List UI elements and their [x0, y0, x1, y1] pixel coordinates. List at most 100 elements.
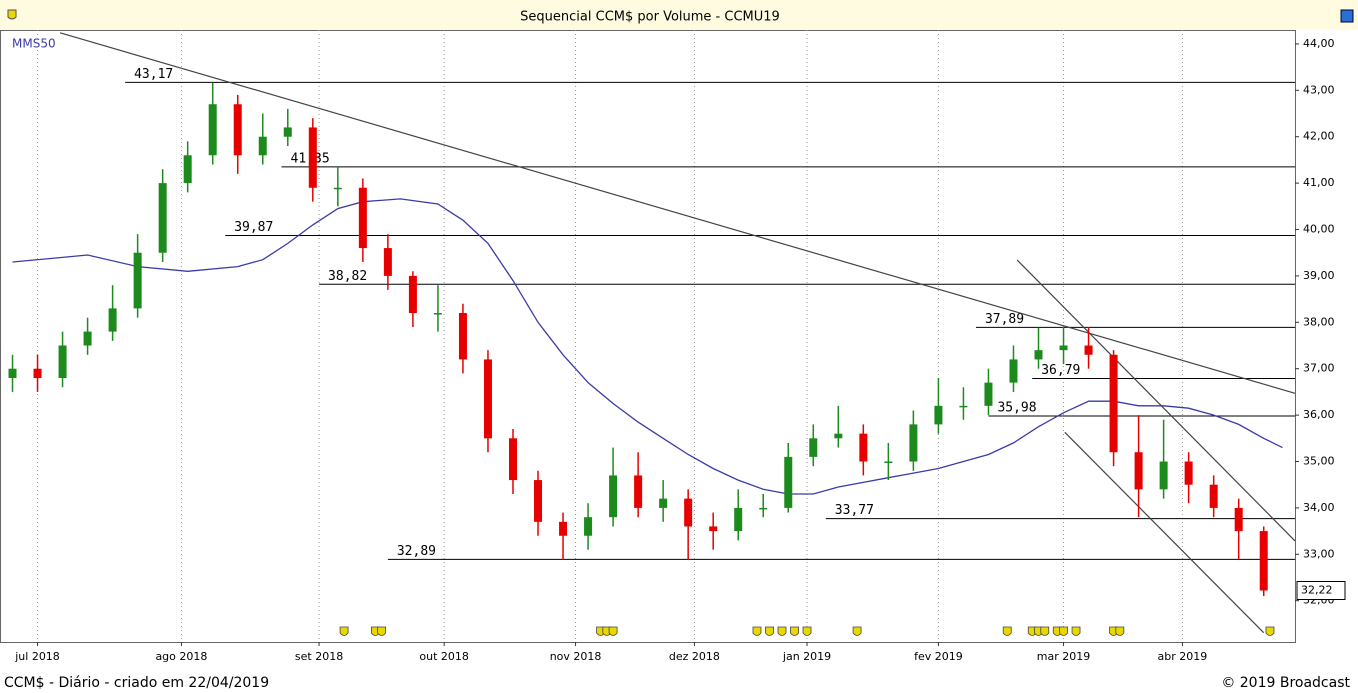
candle-body: [233, 104, 242, 156]
candle-body: [408, 275, 417, 314]
candle-body: [909, 424, 918, 462]
footer-right: © 2019 Broadcast: [1221, 675, 1350, 691]
x-tick-label: nov 2018: [550, 650, 602, 663]
candle-body: [333, 187, 342, 190]
candle-body: [1259, 531, 1268, 591]
x-tick-label: out 2018: [419, 650, 469, 663]
event-marker: [1115, 626, 1125, 636]
candle-body: [809, 438, 818, 457]
y-tick-label: 44,00: [1303, 37, 1335, 50]
legend-entry: MMS50: [12, 37, 56, 51]
candle-body: [884, 461, 893, 464]
candle-body: [1159, 461, 1168, 490]
y-tick-label: 43,00: [1303, 83, 1335, 96]
x-tick-label: abr 2019: [1158, 650, 1208, 663]
candle-body: [383, 248, 392, 276]
candle-body: [984, 382, 993, 406]
event-marker: [339, 626, 349, 636]
icon: [7, 9, 17, 20]
candle-body: [1109, 354, 1118, 453]
event-marker: [1002, 626, 1012, 636]
moving-average: [12, 198, 1283, 495]
x-tick-label: set 2018: [295, 650, 343, 663]
candle-body: [1184, 461, 1193, 485]
x-tick-label: jul 2018: [14, 650, 60, 663]
candle-body: [659, 498, 668, 508]
y-tick-label: 35,00: [1303, 455, 1335, 468]
candle-body: [584, 517, 593, 536]
candle-body: [934, 405, 943, 425]
candle-body: [483, 359, 492, 439]
event-marker: [777, 626, 787, 636]
x-tick-label: jan 2019: [782, 650, 831, 663]
candle-body: [433, 313, 442, 315]
event-marker: [852, 626, 862, 636]
event-marker: [802, 626, 812, 636]
x-tick-label: dez 2018: [669, 650, 720, 663]
trend-line: [1064, 431, 1265, 634]
event-marker: [1040, 626, 1050, 636]
y-tick-label: 39,00: [1303, 269, 1335, 282]
candle-body: [609, 475, 618, 518]
y-tick-label: 37,00: [1303, 362, 1335, 375]
level-label: 35,98: [997, 401, 1036, 416]
candle-body: [83, 331, 92, 346]
event-marker: [790, 626, 799, 636]
event-marker: [765, 626, 774, 636]
candle-body: [133, 252, 142, 309]
candle-body: [308, 127, 317, 188]
title-bar: [0, 0, 1358, 30]
candle-body: [959, 405, 968, 408]
last-price-box: [1296, 580, 1346, 600]
level-label: 32,89: [397, 544, 436, 559]
chart-title: Sequencial CCM$ por Volume - CCMU19: [520, 10, 780, 25]
candle-body: [8, 368, 17, 378]
level-label: 38,82: [328, 269, 367, 284]
level-label: 39,87: [234, 220, 273, 235]
event-marker: [1265, 626, 1275, 636]
candle-body: [634, 475, 643, 508]
footer-left: CCM$ - Diário - criado em 22/04/2019: [4, 675, 269, 691]
candle-body: [183, 155, 192, 184]
y-tick-label: 40,00: [1303, 223, 1335, 236]
candle-body: [834, 433, 843, 439]
icon-button[interactable]: [1340, 9, 1354, 23]
candle-body: [108, 308, 117, 332]
candle-body: [1134, 452, 1143, 490]
candle-body: [1009, 359, 1018, 383]
candle-body: [1234, 507, 1243, 532]
candle-body: [684, 498, 693, 527]
y-tick-label: 41,00: [1303, 176, 1335, 189]
trend-line: [1016, 259, 1296, 542]
candle-body: [258, 136, 267, 156]
event-marker: [1059, 626, 1068, 636]
candle-body: [1084, 345, 1093, 355]
level-label: 36,79: [1041, 363, 1080, 378]
candle-body: [784, 456, 793, 508]
y-tick-label: 33,00: [1303, 547, 1335, 560]
event-marker: [377, 626, 387, 636]
x-tick-label: ago 2018: [155, 650, 207, 663]
event-marker: [752, 626, 762, 636]
event-marker: [608, 626, 618, 636]
candle-body: [534, 480, 543, 522]
last-price-label: 32,22: [1301, 583, 1333, 596]
y-tick-label: 42,00: [1303, 130, 1335, 143]
level-label: 37,89: [985, 312, 1024, 327]
candle-body: [1034, 350, 1043, 360]
x-tick-label: mar 2019: [1037, 650, 1090, 663]
candle-body: [283, 127, 292, 137]
x-tick-label: fev 2019: [914, 650, 963, 663]
candle-body: [1209, 484, 1218, 508]
candle-body: [458, 313, 467, 360]
y-tick-label: 34,00: [1303, 501, 1335, 514]
candle-body: [859, 433, 868, 462]
candle-body: [33, 368, 42, 378]
candle-body: [709, 526, 718, 532]
event-marker: [1071, 626, 1081, 636]
candle-body: [158, 183, 167, 253]
candle-body: [559, 521, 568, 536]
level-label: 43,17: [134, 67, 173, 82]
candle-body: [734, 507, 743, 532]
